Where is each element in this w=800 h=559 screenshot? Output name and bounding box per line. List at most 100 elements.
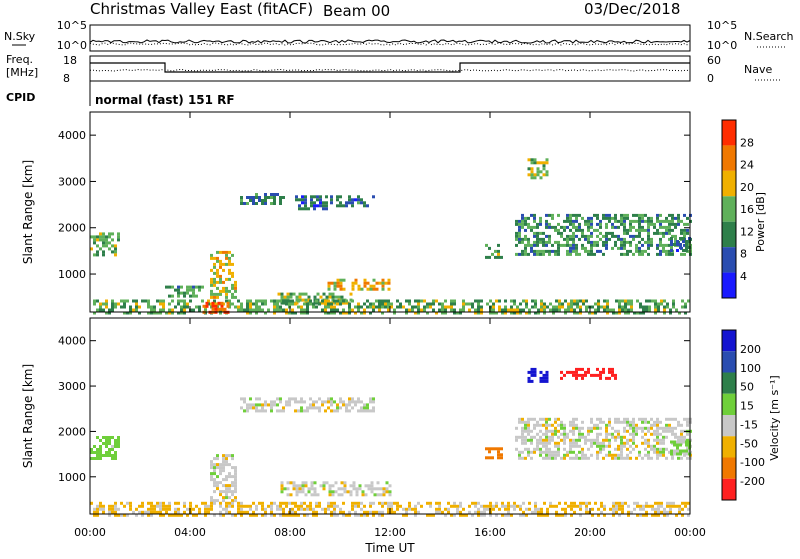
data-cell xyxy=(542,240,545,244)
data-cell xyxy=(564,513,567,517)
data-cell xyxy=(471,305,474,309)
data-cell xyxy=(527,370,531,374)
data-cell xyxy=(518,225,521,229)
data-cell xyxy=(551,213,554,217)
data-cell xyxy=(210,280,213,284)
data-cell xyxy=(642,507,645,511)
data-cell xyxy=(521,438,524,442)
data-cell xyxy=(641,219,644,223)
data-cell xyxy=(180,291,183,295)
data-cell xyxy=(429,504,432,508)
data-cell xyxy=(572,370,575,374)
data-cell xyxy=(687,513,690,517)
data-cell xyxy=(324,308,327,312)
data-cell xyxy=(372,284,376,288)
data-cell xyxy=(444,308,447,312)
data-cell xyxy=(524,429,527,433)
data-cell xyxy=(222,460,225,464)
data-cell xyxy=(307,207,310,211)
data-cell xyxy=(524,447,527,451)
data-cell xyxy=(623,429,626,433)
data-cell xyxy=(525,311,528,315)
data-cell xyxy=(521,417,524,421)
data-cell xyxy=(99,235,102,239)
data-cell xyxy=(165,504,168,508)
data-cell xyxy=(310,204,313,208)
data-cell xyxy=(530,243,533,247)
data-cell xyxy=(114,244,117,248)
data-cell xyxy=(327,284,331,288)
data-cell xyxy=(213,265,216,269)
data-cell xyxy=(632,435,635,439)
data-cell xyxy=(572,240,575,244)
data-cell xyxy=(657,305,660,309)
data-cell xyxy=(575,456,578,460)
data-cell xyxy=(522,299,525,303)
data-cell xyxy=(539,441,542,445)
data-cell xyxy=(195,285,198,289)
data-cell xyxy=(231,274,234,278)
data-cell xyxy=(211,307,215,311)
data-cell xyxy=(672,302,675,306)
data-cell xyxy=(327,305,330,309)
data-cell xyxy=(638,246,641,250)
data-cell xyxy=(533,367,537,371)
data-cell xyxy=(114,247,117,251)
data-cell xyxy=(273,196,276,199)
data-cell xyxy=(623,216,626,220)
data-cell xyxy=(584,370,587,374)
x-tick-label: 16:00 xyxy=(474,526,506,539)
data-cell xyxy=(294,400,297,404)
data-cell xyxy=(627,311,630,315)
data-cell xyxy=(285,308,288,312)
data-cell xyxy=(602,447,605,451)
data-cell xyxy=(312,510,315,514)
colorbar-tick-label: 15 xyxy=(740,400,754,413)
data-cell xyxy=(524,228,527,232)
data-cell xyxy=(216,457,219,461)
data-cell xyxy=(192,308,195,312)
data-cell xyxy=(162,501,165,505)
data-cell xyxy=(280,487,284,491)
data-cell xyxy=(545,456,548,460)
data-cell xyxy=(579,504,582,508)
data-cell xyxy=(510,299,513,303)
data-cell xyxy=(533,252,536,256)
data-cell xyxy=(545,379,549,383)
data-cell xyxy=(222,499,225,503)
data-cell xyxy=(480,311,483,315)
data-cell xyxy=(641,441,644,445)
data-cell xyxy=(618,311,621,315)
data-cell xyxy=(575,216,578,220)
data-cell xyxy=(683,453,686,457)
data-cell xyxy=(363,302,366,306)
data-cell xyxy=(569,249,572,253)
colorbar-swatch xyxy=(722,457,736,479)
data-cell xyxy=(630,302,633,306)
data-cell xyxy=(387,299,390,303)
data-cell xyxy=(213,469,216,473)
data-cell xyxy=(605,216,608,220)
data-cell xyxy=(686,228,689,232)
data-cell xyxy=(597,299,600,303)
data-cell xyxy=(252,196,255,199)
data-cell xyxy=(369,287,373,291)
data-cell xyxy=(291,308,294,312)
data-cell xyxy=(132,510,135,514)
data-cell xyxy=(545,170,549,174)
data-cell xyxy=(573,311,576,315)
data-cell xyxy=(213,463,216,467)
data-cell xyxy=(438,504,441,508)
data-cell xyxy=(273,308,276,312)
data-cell xyxy=(657,308,660,312)
data-cell xyxy=(560,243,563,247)
data-cell xyxy=(642,504,645,508)
data-cell xyxy=(606,305,609,309)
data-cell xyxy=(608,453,611,457)
data-cell xyxy=(114,442,117,445)
data-cell xyxy=(117,507,120,511)
data-cell xyxy=(312,406,315,410)
velocity-cells xyxy=(90,367,692,517)
y-tick-label: 1000 xyxy=(58,268,86,281)
data-cell xyxy=(581,231,584,235)
